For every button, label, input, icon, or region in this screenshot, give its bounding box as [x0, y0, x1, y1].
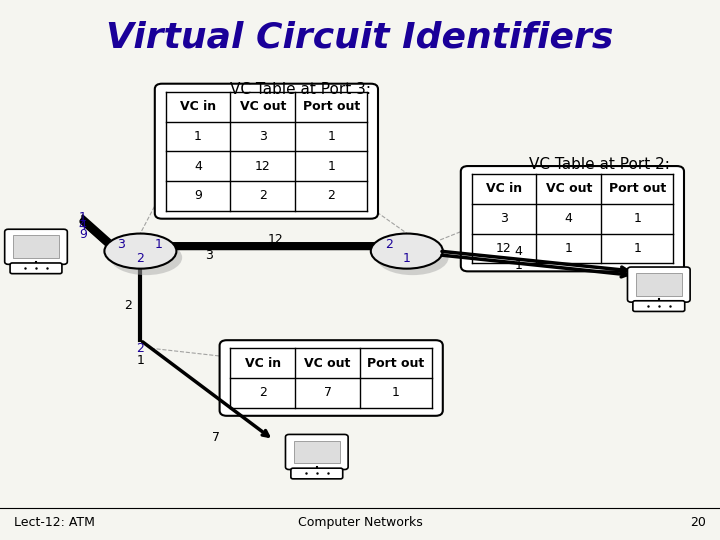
Text: 4: 4: [194, 159, 202, 173]
Text: Port out: Port out: [302, 100, 360, 113]
Text: 12: 12: [496, 242, 512, 255]
Text: 3: 3: [205, 249, 212, 262]
FancyBboxPatch shape: [628, 267, 690, 302]
Text: 3: 3: [117, 238, 125, 251]
FancyBboxPatch shape: [220, 340, 443, 416]
Text: 12: 12: [268, 233, 284, 246]
Text: 2: 2: [328, 189, 335, 202]
FancyBboxPatch shape: [10, 263, 62, 274]
Ellipse shape: [371, 233, 443, 268]
Text: 1: 1: [155, 238, 162, 251]
Text: VC in: VC in: [180, 100, 216, 113]
Text: Port out: Port out: [608, 183, 666, 195]
Text: 1: 1: [515, 259, 522, 272]
FancyBboxPatch shape: [461, 166, 684, 271]
Text: 2: 2: [259, 386, 266, 400]
Text: VC out: VC out: [240, 100, 286, 113]
Text: 2: 2: [259, 189, 266, 202]
Text: 7: 7: [212, 431, 220, 444]
Text: 12: 12: [255, 159, 271, 173]
Text: 1: 1: [328, 159, 335, 173]
Text: VC Table at Port 2:: VC Table at Port 2:: [529, 157, 670, 172]
Text: 2: 2: [137, 342, 144, 355]
Text: 1: 1: [79, 211, 86, 224]
Text: VC Table at Port 3:: VC Table at Port 3:: [230, 82, 372, 97]
Text: Computer Networks: Computer Networks: [297, 516, 423, 529]
Bar: [294, 441, 340, 463]
Bar: [13, 235, 59, 258]
Text: 3: 3: [259, 130, 266, 143]
Text: 1: 1: [634, 242, 641, 255]
Text: 1: 1: [565, 242, 572, 255]
Text: 1: 1: [194, 130, 202, 143]
Text: VC in: VC in: [486, 183, 522, 195]
FancyBboxPatch shape: [633, 301, 685, 312]
Text: 20: 20: [690, 516, 706, 529]
Text: 2: 2: [385, 238, 392, 251]
Text: VC out: VC out: [305, 356, 351, 370]
Text: 9: 9: [194, 189, 202, 202]
Text: Port out: Port out: [367, 356, 425, 370]
Text: 1: 1: [403, 252, 410, 265]
Text: 1: 1: [634, 212, 641, 225]
FancyBboxPatch shape: [155, 84, 378, 219]
Text: 4: 4: [515, 245, 522, 258]
Text: 7: 7: [323, 386, 332, 400]
FancyBboxPatch shape: [5, 230, 68, 265]
Text: 9: 9: [79, 228, 86, 241]
Ellipse shape: [110, 240, 182, 275]
Text: 2: 2: [125, 299, 132, 312]
Text: 3: 3: [500, 212, 508, 225]
Text: 1: 1: [392, 386, 400, 400]
Ellipse shape: [104, 233, 176, 268]
FancyBboxPatch shape: [285, 434, 348, 469]
Text: 4: 4: [565, 212, 572, 225]
Text: 1: 1: [328, 130, 335, 143]
Text: 1: 1: [137, 354, 144, 367]
Text: 4: 4: [79, 219, 86, 232]
FancyBboxPatch shape: [291, 468, 343, 479]
Ellipse shape: [377, 240, 449, 275]
Text: Virtual Circuit Identifiers: Virtual Circuit Identifiers: [107, 21, 613, 55]
Text: 2: 2: [137, 252, 144, 265]
Text: VC out: VC out: [546, 183, 592, 195]
Text: VC in: VC in: [245, 356, 281, 370]
Bar: [636, 273, 682, 296]
Text: Lect-12: ATM: Lect-12: ATM: [14, 516, 95, 529]
